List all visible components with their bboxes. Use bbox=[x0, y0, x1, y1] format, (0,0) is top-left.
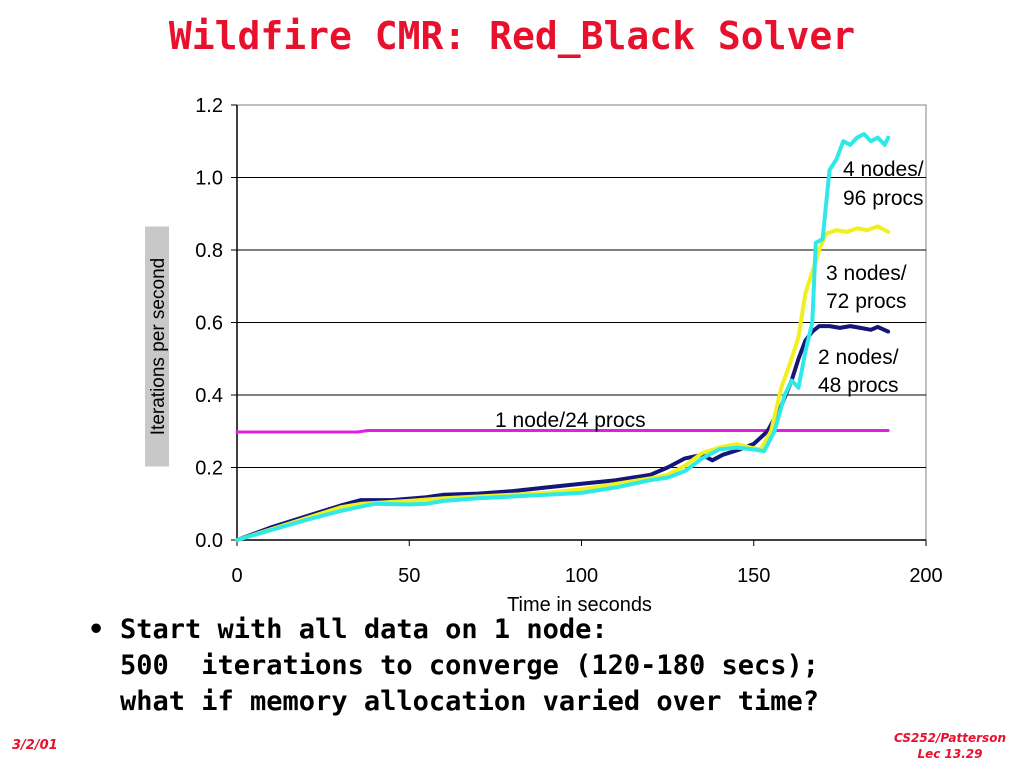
footer-course-name: CS252/Patterson bbox=[894, 730, 1006, 746]
footer-date: 3/2/01 bbox=[12, 738, 58, 753]
bullet-marker: • bbox=[88, 612, 104, 648]
bullet-line-1: Start with all data on 1 node: bbox=[120, 612, 819, 648]
bullet-line-3: what if memory allocation varied over ti… bbox=[120, 684, 819, 720]
y-tick-label: 1.2 bbox=[195, 95, 223, 117]
y-tick-label: 0.8 bbox=[195, 240, 223, 262]
line-chart: 0.0 0.2 0.4 0.6 0.8 1.0 1.2 0 50 100 150 200 1 node… bbox=[0, 0, 1024, 620]
y-tick-label: 0.6 bbox=[195, 313, 223, 335]
series-label: 3 nodes/ bbox=[826, 262, 907, 285]
y-axis-title: Iterations per second bbox=[148, 258, 169, 435]
x-tick-label: 100 bbox=[565, 565, 598, 587]
bullet-text: Start with all data on 1 node: 500 itera… bbox=[120, 612, 819, 720]
x-tick-label: 200 bbox=[909, 565, 942, 587]
series-label: 1 node/24 procs bbox=[495, 409, 646, 432]
series-label: 2 nodes/ bbox=[818, 346, 899, 369]
x-tick-label: 150 bbox=[737, 565, 770, 587]
series-label: 4 nodes/ bbox=[843, 158, 924, 181]
y-tick-label: 1.0 bbox=[195, 168, 223, 190]
y-tick-label: 0.0 bbox=[195, 530, 223, 552]
series-label: 72 procs bbox=[826, 290, 907, 313]
series-label: 48 procs bbox=[818, 374, 899, 397]
y-tick-label: 0.2 bbox=[195, 458, 223, 480]
y-tick-label: 0.4 bbox=[195, 385, 223, 407]
footer-lecture-number: Lec 13.29 bbox=[894, 746, 1006, 762]
series-label: 96 procs bbox=[843, 187, 924, 210]
x-tick-label: 50 bbox=[398, 565, 420, 587]
footer-course: CS252/Patterson Lec 13.29 bbox=[894, 730, 1006, 762]
bullet-line-2: 500 iterations to converge (120-180 secs… bbox=[120, 648, 819, 684]
x-tick-label: 0 bbox=[231, 565, 242, 587]
